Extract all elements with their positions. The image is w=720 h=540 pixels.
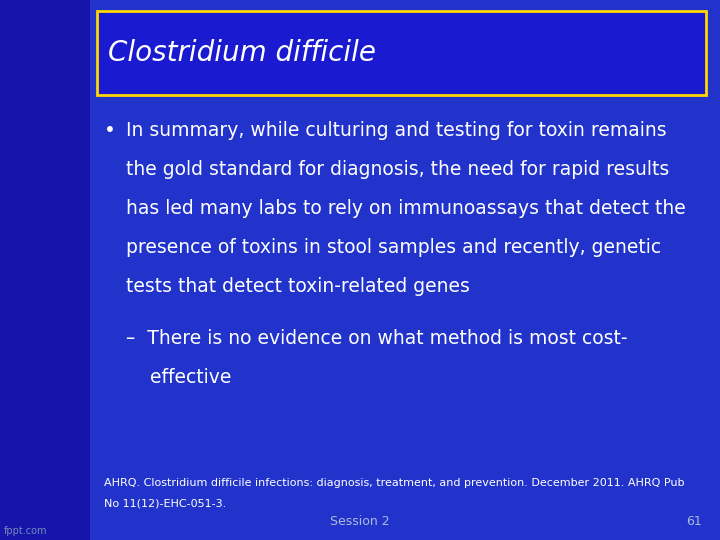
Text: has led many labs to rely on immunoassays that detect the: has led many labs to rely on immunoassay… <box>126 199 685 218</box>
Text: No 11(12)-EHC-051-3.: No 11(12)-EHC-051-3. <box>104 498 227 509</box>
Text: presence of toxins in stool samples and recently, genetic: presence of toxins in stool samples and … <box>126 238 661 257</box>
Text: –  There is no evidence on what method is most cost-: – There is no evidence on what method is… <box>126 329 628 348</box>
Text: tests that detect toxin-related genes: tests that detect toxin-related genes <box>126 277 470 296</box>
Text: fppt.com: fppt.com <box>4 525 47 536</box>
Text: 61: 61 <box>686 515 702 528</box>
Text: Session 2: Session 2 <box>330 515 390 528</box>
Text: •: • <box>104 122 116 140</box>
Text: AHRQ. Clostridium difficile infections: diagnosis, treatment, and prevention. De: AHRQ. Clostridium difficile infections: … <box>104 478 685 488</box>
FancyBboxPatch shape <box>97 11 706 94</box>
FancyBboxPatch shape <box>0 0 90 540</box>
Text: Clostridium difficile: Clostridium difficile <box>108 39 376 66</box>
Text: effective: effective <box>126 368 231 387</box>
Text: In summary, while culturing and testing for toxin remains: In summary, while culturing and testing … <box>126 122 667 140</box>
Text: the gold standard for diagnosis, the need for rapid results: the gold standard for diagnosis, the nee… <box>126 160 670 179</box>
